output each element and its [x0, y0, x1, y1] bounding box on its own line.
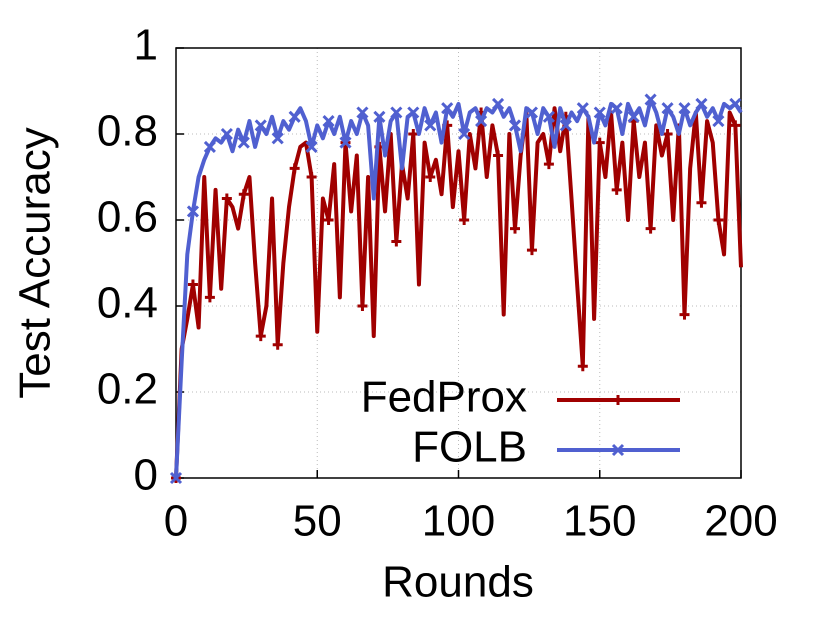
series-marker	[255, 331, 266, 342]
series-marker	[713, 215, 724, 225]
y-tick-label: 1	[134, 21, 158, 70]
series-marker	[459, 215, 470, 225]
series-marker	[221, 193, 232, 204]
x-tick-label: 100	[422, 497, 495, 546]
series-marker	[238, 189, 249, 200]
x-axis-label: Rounds	[382, 558, 534, 607]
series-marker	[729, 97, 742, 110]
series-marker	[390, 106, 403, 119]
series-marker	[220, 127, 233, 141]
series-marker	[594, 137, 605, 148]
series-marker	[203, 140, 216, 153]
series-marker	[187, 279, 198, 290]
series-marker	[408, 129, 419, 139]
legend-label: FedProx	[361, 373, 527, 422]
series-marker	[695, 97, 708, 110]
series-marker	[339, 136, 352, 149]
y-tick-label: 0.2	[97, 365, 158, 414]
series-line	[174, 97, 743, 479]
x-tick-label: 200	[704, 497, 777, 546]
series-marker	[679, 309, 690, 320]
series-marker	[237, 136, 250, 149]
series-marker	[323, 215, 334, 225]
x-tick-label: 0	[164, 497, 188, 546]
series-marker	[288, 110, 301, 123]
series-marker	[627, 110, 640, 123]
series-marker	[543, 159, 554, 170]
series-marker	[186, 205, 200, 218]
series-marker	[678, 102, 691, 115]
series-marker	[526, 245, 537, 256]
y-tick-label: 0.6	[97, 193, 158, 242]
legend-marker	[613, 395, 623, 405]
series-marker	[254, 119, 267, 132]
y-tick-label: 0.8	[97, 107, 158, 156]
series-marker	[271, 132, 284, 145]
series-marker	[644, 93, 657, 106]
series-marker	[611, 184, 622, 195]
series-marker	[576, 102, 589, 115]
series-marker	[373, 110, 386, 123]
series-marker	[169, 471, 183, 485]
series-marker	[508, 119, 522, 132]
series-marker	[272, 339, 283, 350]
series-marker	[425, 172, 436, 182]
x-tick-label: 150	[563, 497, 636, 546]
series-marker	[696, 197, 707, 208]
series-marker	[356, 106, 369, 119]
series-marker	[322, 115, 335, 128]
series-marker	[458, 127, 471, 141]
series-marker	[475, 115, 488, 128]
series-marker	[661, 102, 674, 115]
legend-marker	[611, 443, 625, 457]
series-marker	[577, 361, 588, 372]
series-marker	[510, 223, 520, 234]
series-marker	[559, 119, 572, 132]
legend-label: FOLB	[412, 423, 527, 472]
series-marker	[493, 150, 504, 161]
series-line	[174, 106, 743, 479]
series-marker	[407, 106, 420, 119]
y-tick-label: 0.4	[97, 279, 158, 328]
series-marker	[712, 115, 725, 128]
series-marker	[306, 172, 317, 182]
series-marker	[305, 140, 318, 153]
series-marker	[542, 110, 555, 123]
series-marker	[424, 119, 437, 132]
series-marker	[525, 106, 539, 119]
y-tick-label: 0	[134, 451, 158, 500]
series-marker	[357, 301, 368, 311]
series-marker	[441, 102, 454, 115]
series-marker	[593, 106, 606, 119]
series-marker	[730, 120, 741, 131]
x-tick-label: 50	[293, 497, 342, 546]
series-marker	[662, 129, 673, 139]
series-marker	[610, 102, 623, 115]
series-marker	[391, 236, 402, 247]
series-marker	[491, 97, 505, 110]
y-axis-label: Test Accuracy	[11, 127, 60, 398]
series-marker	[645, 223, 656, 234]
series-marker	[289, 163, 300, 174]
series-marker	[204, 292, 215, 303]
